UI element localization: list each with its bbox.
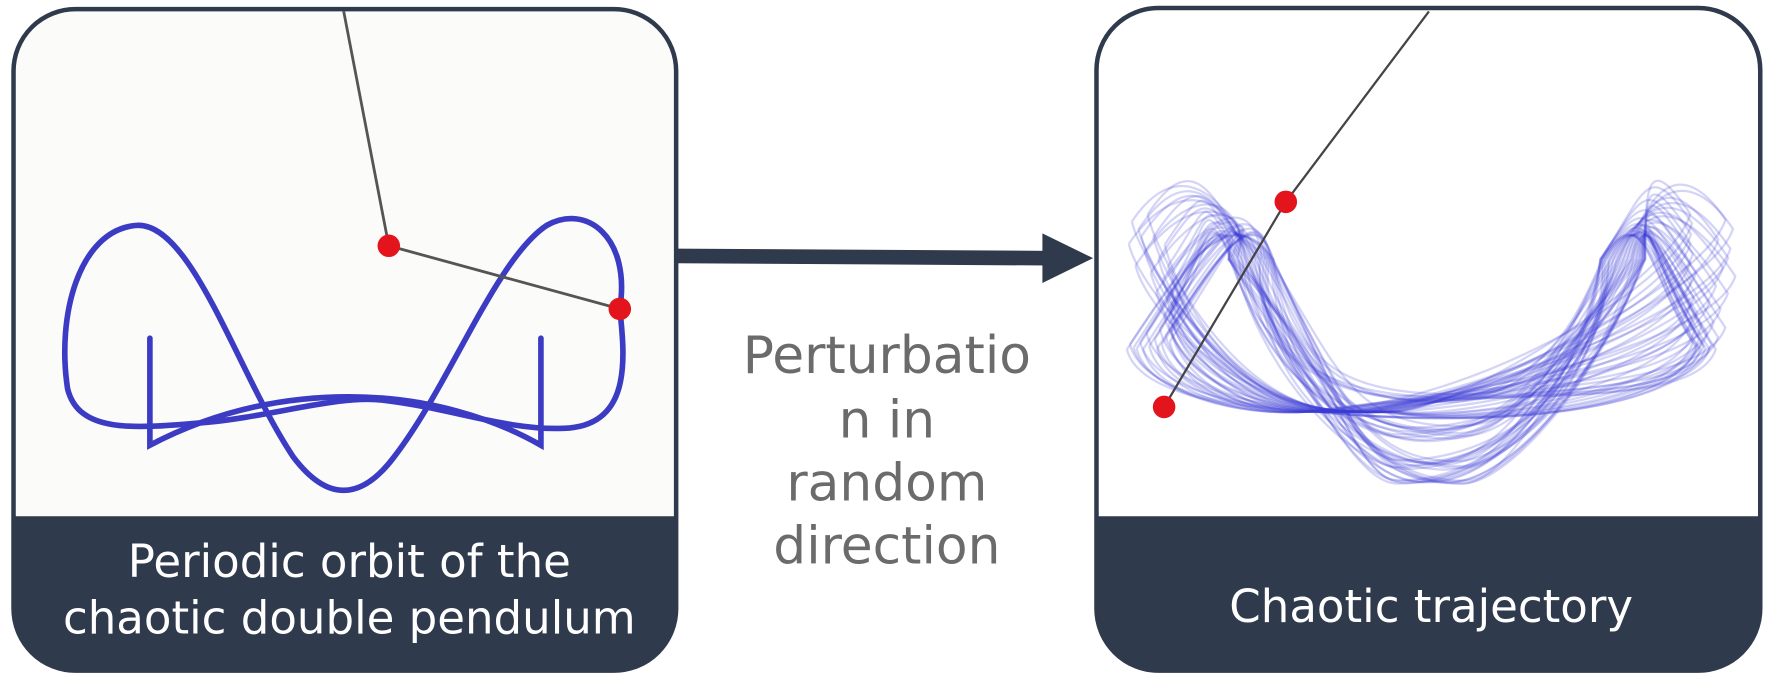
arrow-label: Perturbatio <box>743 326 1031 386</box>
arrow-label: random <box>786 453 987 513</box>
diagram: Periodic orbit of the chaotic double pen… <box>0 0 1767 673</box>
caption: Chaotic trajectory <box>1229 580 1633 633</box>
arrow-label: n in <box>839 390 936 450</box>
left-panel: Periodic orbit of the chaotic double pen… <box>14 9 677 673</box>
arrow-label: direction <box>773 517 1000 577</box>
right-panel: Chaotic trajectory <box>1096 8 1760 673</box>
caption: chaotic double pendulum <box>63 591 636 644</box>
pendulum-bob <box>1275 191 1298 214</box>
pendulum-bob <box>1153 396 1176 419</box>
caption: Periodic orbit of the <box>128 535 571 588</box>
page: Periodic orbit of the chaotic double pen… <box>0 0 1767 673</box>
pendulum-bob <box>378 235 401 258</box>
pendulum-bob <box>609 298 632 321</box>
arrow-head <box>1042 233 1093 283</box>
arrow-shaft <box>676 256 1048 258</box>
